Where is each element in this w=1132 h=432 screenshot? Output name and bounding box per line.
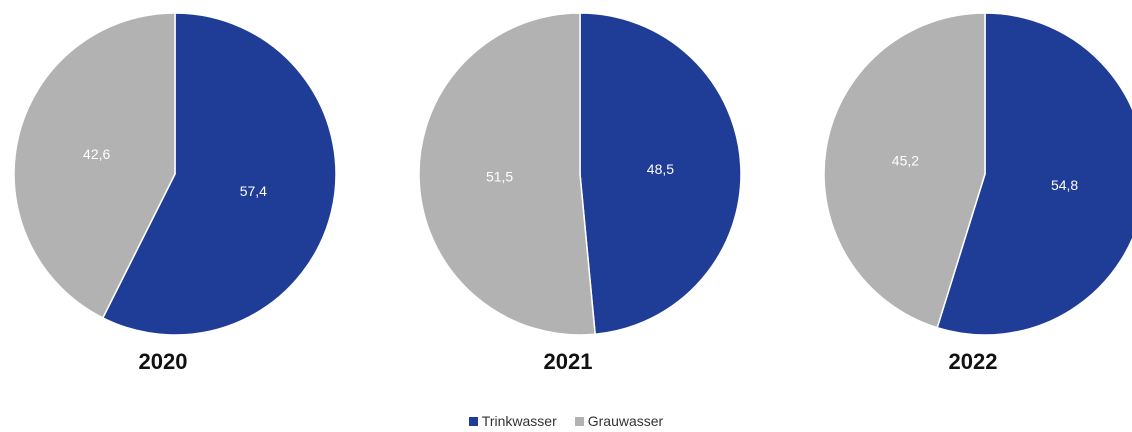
legend-swatch-grauwasser (574, 416, 584, 426)
pie-slice-grauwasser-2022 (823, 12, 986, 329)
pie-chart-2020: 57,4 42,6 2020 (13, 12, 337, 374)
pie-slice-trinkwasser-2020 (101, 12, 337, 336)
legend: Trinkwasser Grauwasser (0, 413, 1132, 429)
chart-title-2021: 2021 (544, 349, 593, 374)
slice-label-trinkwasser-2020: 57,4 (240, 183, 267, 199)
pie-chart-2022: 54,8 45,2 2022 (823, 12, 1132, 374)
slice-label-grauwasser-2022: 45,2 (892, 153, 919, 169)
chart-title-2022: 2022 (949, 349, 998, 374)
legend-item-trinkwasser: Trinkwasser (468, 413, 557, 429)
pie-slice-trinkwasser-2022 (936, 12, 1132, 336)
legend-label-grauwasser: Grauwasser (587, 413, 664, 429)
legend-swatch-trinkwasser (468, 416, 478, 426)
legend-item-grauwasser: Grauwasser (574, 413, 664, 429)
slice-label-trinkwasser-2022: 54,8 (1051, 177, 1078, 193)
slice-label-grauwasser-2020: 42,6 (83, 146, 110, 162)
pie-slice-grauwasser-2021 (418, 12, 596, 336)
pie-slice-trinkwasser-2021 (579, 12, 742, 336)
slice-label-grauwasser-2021: 51,5 (486, 168, 513, 184)
slice-label-trinkwasser-2021: 48,5 (647, 161, 674, 177)
pie-slice-grauwasser-2020 (13, 12, 176, 319)
chart-title-2020: 2020 (139, 349, 188, 374)
pie-chart-2021: 48,5 51,5 2021 (418, 12, 742, 374)
legend-label-trinkwasser: Trinkwasser (481, 413, 557, 429)
